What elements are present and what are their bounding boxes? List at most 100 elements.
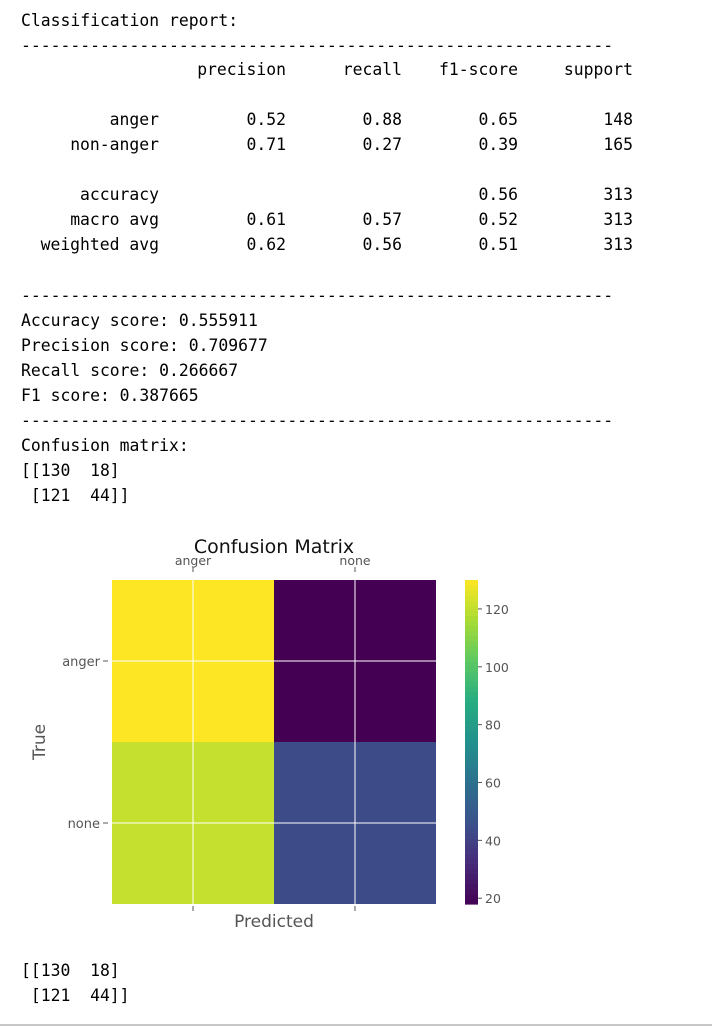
colorbar-segment <box>465 645 478 652</box>
colorbar-segment <box>465 883 478 890</box>
y-axis-label: True <box>30 724 50 761</box>
row-precision: 0.71 <box>246 135 286 154</box>
colorbar-tick-label: 60 <box>485 776 501 791</box>
x-axis-label: Predicted <box>234 912 314 932</box>
colorbar-segment <box>465 792 478 799</box>
colorbar-segment <box>465 807 478 814</box>
header-f1-score: f1-score <box>439 60 518 79</box>
cell-bottom-border <box>0 1024 712 1026</box>
colorbar-segment <box>465 595 478 601</box>
colorbar-segment <box>465 580 478 586</box>
colorbar-segment <box>465 635 478 642</box>
row-recall: 0.88 <box>362 110 402 129</box>
colorbar-segment <box>465 721 478 728</box>
summary-support: 313 <box>603 185 633 204</box>
row-recall: 0.27 <box>362 135 402 154</box>
colorbar-segment <box>465 817 478 824</box>
colorbar-tick-label: 40 <box>485 833 501 848</box>
row-precision: 0.52 <box>246 110 286 129</box>
colorbar-segment <box>465 767 478 773</box>
header-recall: recall <box>342 60 402 79</box>
colorbar-segment <box>465 812 478 819</box>
colorbar-segment <box>465 888 478 895</box>
summary-recall: 0.56 <box>362 235 402 254</box>
colorbar-segment <box>465 863 478 870</box>
colorbar-segment <box>465 605 478 611</box>
row-label: non-anger <box>70 135 159 154</box>
summary-precision: 0.61 <box>246 210 286 229</box>
y-tick-label: none <box>68 817 100 832</box>
row-label: anger <box>109 110 159 129</box>
accuracy-score: Accuracy score: 0.555911 <box>21 311 258 330</box>
x-tick-label: anger <box>175 553 212 568</box>
colorbar-segment <box>465 726 478 733</box>
summary-f1: 0.51 <box>478 235 518 254</box>
colorbar-segment <box>465 620 478 627</box>
colorbar-segment <box>465 655 478 662</box>
colorbar-segment <box>465 716 478 723</box>
colorbar-segment <box>465 757 478 763</box>
colorbar-segment <box>465 858 478 865</box>
confusion-matrix-line-2: [121 44]] <box>21 486 130 505</box>
colorbar-segment <box>465 828 478 834</box>
summary-f1: 0.52 <box>478 210 518 229</box>
separator: ----------------------------------------… <box>21 36 614 55</box>
colorbar-segment <box>465 747 478 753</box>
colorbar-segment <box>465 838 478 844</box>
summary-precision: 0.62 <box>246 235 286 254</box>
colorbar-segment <box>465 671 478 677</box>
report-title: Classification report: <box>21 11 239 30</box>
colorbar-segment <box>465 666 478 672</box>
colorbar-tick-label: 120 <box>485 602 509 617</box>
colorbar-segment <box>465 691 478 698</box>
colorbar-segment <box>465 762 478 768</box>
colorbar-segment <box>465 843 478 849</box>
colorbar-segment <box>465 823 478 829</box>
colorbar-segment <box>465 797 478 804</box>
colorbar-tick-label: 80 <box>485 718 501 733</box>
colorbar-segment <box>465 752 478 758</box>
colorbar-segment <box>465 731 478 738</box>
colorbar-segment <box>465 787 478 794</box>
output-line-1: [[130 18] <box>21 961 120 980</box>
summary-label: weighted avg <box>40 235 159 254</box>
row-f1: 0.39 <box>478 135 518 154</box>
output-line-2: [121 44]] <box>21 986 130 1005</box>
header-support: support <box>563 60 633 79</box>
colorbar-segment <box>465 802 478 809</box>
x-tick-label: none <box>339 553 370 568</box>
colorbar-segment <box>465 736 478 743</box>
colorbar-segment <box>465 676 478 682</box>
colorbar-segment <box>465 681 478 687</box>
row-support: 148 <box>603 110 633 129</box>
summary-support: 313 <box>603 210 633 229</box>
colorbar-segment <box>465 610 478 617</box>
colorbar-segment <box>465 696 478 703</box>
colorbar-segment <box>465 706 478 713</box>
colorbar-segment <box>465 833 478 839</box>
separator: ----------------------------------------… <box>21 411 614 430</box>
colorbar-segment <box>465 898 478 905</box>
colorbar-segment <box>465 640 478 647</box>
colorbar-segment <box>465 600 478 606</box>
header-precision: precision <box>197 60 286 79</box>
colorbar-tick-label: 20 <box>485 891 501 906</box>
row-support: 165 <box>603 135 633 154</box>
colorbar-segment <box>465 848 478 854</box>
colorbar-segment <box>465 742 478 748</box>
precision-score: Precision score: 0.709677 <box>21 336 268 355</box>
f1-score: F1 score: 0.387665 <box>21 386 199 405</box>
colorbar-segment <box>465 772 478 779</box>
colorbar-tick-label: 100 <box>485 660 509 675</box>
colorbar-segment <box>465 590 478 596</box>
summary-recall: 0.57 <box>362 210 402 229</box>
colorbar-segment <box>465 585 478 591</box>
colorbar-segment <box>465 782 478 789</box>
colorbar-segment <box>465 878 478 885</box>
colorbar-segment <box>465 893 478 900</box>
chart-title: Confusion Matrix <box>194 536 354 558</box>
row-f1: 0.65 <box>478 110 518 129</box>
colorbar-segment <box>465 711 478 718</box>
summary-label: accuracy <box>80 185 159 204</box>
colorbar-segment <box>465 615 478 622</box>
